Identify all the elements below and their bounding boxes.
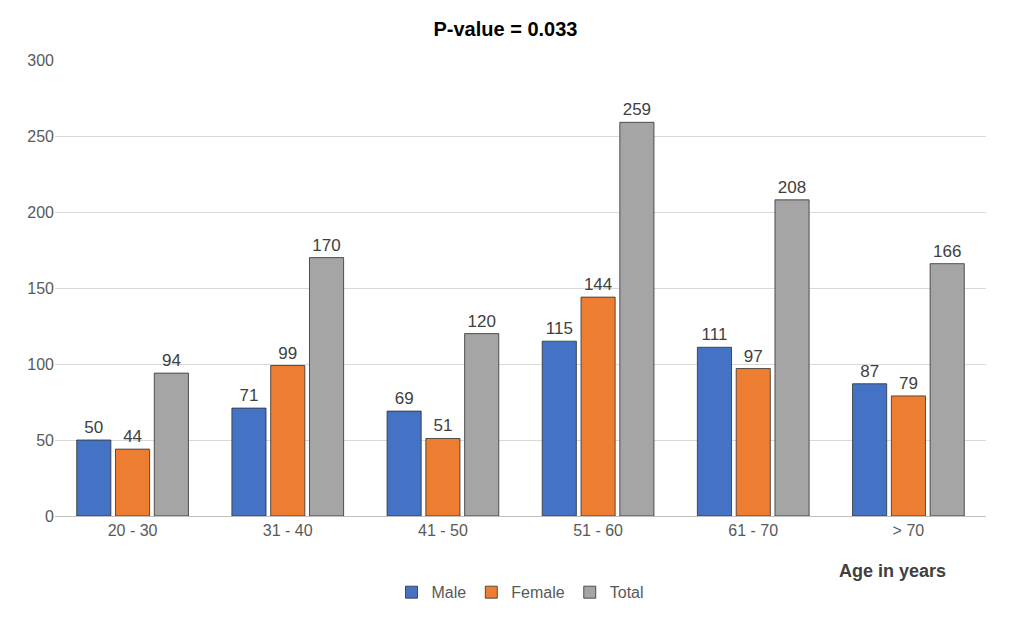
svg-text:115: 115 (546, 319, 573, 338)
svg-text:Female: Female (511, 584, 564, 601)
svg-text:94: 94 (162, 351, 181, 370)
svg-text:250: 250 (27, 128, 54, 145)
svg-text:Total: Total (610, 584, 644, 601)
svg-text:P-value = 0.033: P-value = 0.033 (434, 18, 578, 40)
svg-text:61 - 70: 61 - 70 (728, 522, 778, 539)
svg-text:300: 300 (27, 52, 54, 69)
svg-text:87: 87 (860, 362, 879, 381)
svg-text:97: 97 (744, 347, 763, 366)
svg-text:44: 44 (123, 427, 142, 446)
svg-text:51: 51 (433, 416, 452, 435)
svg-text:208: 208 (778, 178, 806, 197)
svg-text:0: 0 (45, 508, 54, 525)
svg-text:99: 99 (278, 344, 297, 363)
svg-text:20 - 30: 20 - 30 (108, 522, 158, 539)
svg-text:100: 100 (27, 356, 54, 373)
svg-text:71: 71 (239, 386, 258, 405)
svg-text:170: 170 (312, 236, 340, 255)
svg-text:120: 120 (468, 312, 496, 331)
svg-text:31 - 40: 31 - 40 (263, 522, 313, 539)
svg-text:144: 144 (584, 275, 612, 294)
svg-text:69: 69 (395, 389, 414, 408)
svg-text:111: 111 (702, 325, 728, 344)
svg-text:> 70: > 70 (893, 522, 925, 539)
svg-text:200: 200 (27, 204, 54, 221)
svg-text:150: 150 (27, 280, 54, 297)
svg-text:51 - 60: 51 - 60 (573, 522, 623, 539)
svg-text:79: 79 (899, 374, 918, 393)
svg-text:Male: Male (432, 584, 467, 601)
svg-text:50: 50 (84, 418, 103, 437)
svg-text:50: 50 (36, 432, 54, 449)
svg-text:259: 259 (623, 100, 651, 119)
svg-text:41 - 50: 41 - 50 (418, 522, 468, 539)
svg-text:Age in years: Age in years (839, 561, 946, 581)
svg-text:166: 166 (933, 242, 961, 261)
